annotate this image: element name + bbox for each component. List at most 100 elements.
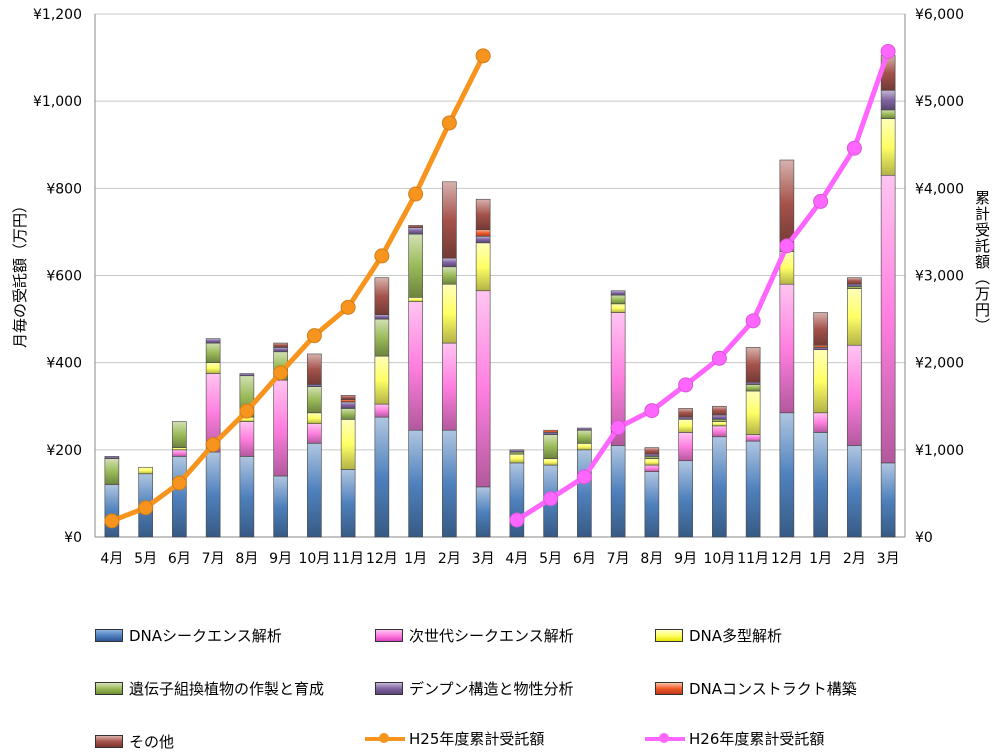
legend-item-starch: デンプン構造と物性分析 [375, 678, 574, 699]
bar-segment [678, 408, 693, 418]
bar-segment [813, 347, 828, 350]
bar-segment [813, 344, 828, 348]
x-tick-label: 6月 [573, 551, 596, 567]
bar-segment [307, 384, 322, 387]
bar-segment [307, 386, 322, 414]
bar-segment [340, 401, 356, 409]
bar-segment [340, 395, 356, 401]
bar-segment [644, 447, 660, 455]
bar-segment [442, 429, 457, 538]
cumulative-point [273, 365, 289, 381]
x-tick-label: 2月 [843, 551, 866, 567]
bar-segment [678, 432, 693, 462]
legend-swatch [375, 682, 403, 695]
x-tick-label: 9月 [674, 551, 697, 567]
bar-segment [678, 460, 693, 538]
legend-item-gm-plant: 遺伝子組換植物の作製と育成 [95, 678, 324, 699]
cumulative-point [171, 475, 187, 491]
y2-tick-label: ¥3,000 [915, 269, 964, 285]
bar-segment [475, 486, 491, 538]
legend-swatch [655, 629, 683, 642]
bar-segment [408, 225, 423, 228]
bar-segment [374, 318, 390, 357]
y-tick-label: ¥1,000 [33, 94, 82, 110]
legend-item-ngs: 次世代シークエンス解析 [375, 625, 574, 646]
bar-segment [172, 447, 187, 451]
bar-segment [374, 416, 390, 538]
bar-segment [172, 421, 187, 448]
bar-segment [813, 432, 828, 538]
bar-segment [880, 462, 896, 538]
x-tick-label: 4月 [100, 551, 123, 567]
bar-segment [712, 414, 727, 420]
y2-tick-label: ¥1,000 [915, 443, 964, 459]
cumulative-point [104, 513, 120, 529]
bar-segment [644, 453, 660, 457]
cumulative-point [846, 140, 862, 156]
bar-segment [712, 421, 727, 427]
bar-segment [880, 174, 896, 464]
bar-segment [610, 445, 626, 538]
bar-segment [104, 458, 120, 485]
bar-segment [104, 484, 120, 538]
bar-segment [374, 277, 390, 316]
bar-segment [205, 342, 221, 363]
bar-segment [644, 471, 660, 538]
bar-segment [610, 294, 626, 305]
y-axis-left-label: 月毎の受託額（万円） [11, 197, 29, 348]
bar-segment [644, 464, 660, 472]
cumulative-point [745, 313, 761, 329]
bar-segment [340, 408, 356, 420]
bar-segment [610, 303, 626, 313]
cumulative-point [374, 248, 390, 264]
bar-segment [779, 412, 795, 538]
bar-segment [543, 429, 558, 433]
bar-segment [172, 456, 187, 538]
x-tick-label: 8月 [235, 551, 258, 567]
bar-segment [847, 445, 862, 538]
x-tick-label: 12月 [366, 551, 398, 567]
bar-segment [239, 421, 255, 457]
bar-segment [678, 419, 693, 433]
bar-segment [205, 362, 221, 374]
cumulative-point [340, 299, 356, 315]
cumulative-point [779, 238, 795, 254]
y-axis-right-label: 累計受託額（万円） [973, 190, 991, 334]
bar-segment [239, 456, 255, 538]
bar-segment [577, 449, 592, 538]
x-tick-label: 7月 [202, 551, 225, 567]
bar-segment [307, 412, 322, 424]
legend-line-marker [645, 732, 685, 746]
bar-segment [712, 405, 727, 416]
cumulative-point [610, 420, 626, 436]
legend-label: DNA多型解析 [689, 627, 783, 645]
bar-segment [745, 390, 761, 435]
bar-segment [408, 429, 423, 538]
x-tick-label: 4月 [505, 551, 528, 567]
cumulative-point [678, 377, 694, 393]
x-tick-label: 6月 [168, 551, 191, 567]
bar-segment [509, 449, 525, 453]
cumulative-point [138, 500, 154, 516]
bar-segment [475, 198, 491, 231]
bar-segment [847, 283, 862, 287]
bar-segment [813, 412, 828, 433]
bar-segment [847, 286, 862, 289]
legend-item-other: その他 [95, 731, 174, 752]
cumulative-point [205, 437, 221, 453]
bar-segment [712, 419, 727, 422]
bar-segment [442, 342, 457, 431]
legend-item-h26-cumulative: H26年度累計受託額 [645, 728, 824, 749]
bar-segment [408, 296, 423, 302]
bar-segment [543, 432, 558, 435]
x-tick-label: 10月 [703, 551, 735, 567]
y2-tick-label: ¥2,000 [915, 356, 964, 372]
bar-segment [475, 242, 491, 292]
cumulative-point [576, 469, 592, 485]
y-tick-label: ¥800 [46, 181, 82, 197]
bar-segment [340, 469, 356, 538]
bar-segment [880, 118, 896, 176]
bar-segment [374, 355, 390, 405]
cumulative-point [441, 115, 457, 131]
bar-segment [205, 338, 221, 344]
